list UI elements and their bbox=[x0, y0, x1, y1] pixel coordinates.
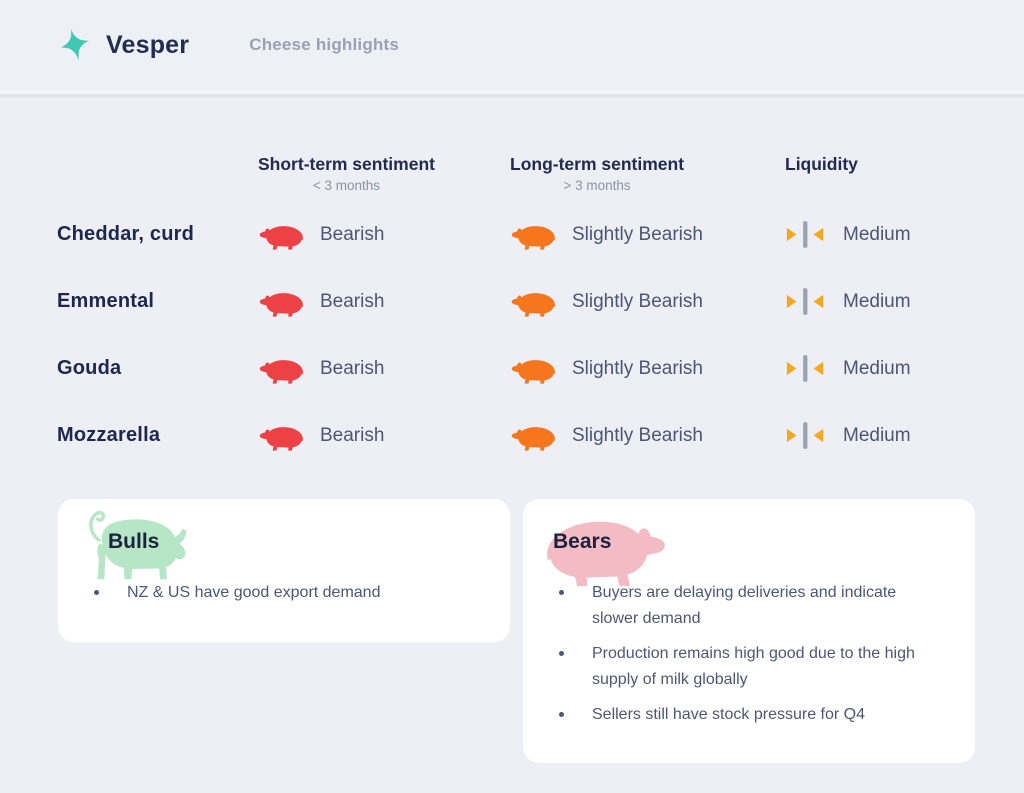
sentiment-value: Slightly Bearish bbox=[572, 357, 703, 379]
medium-liquidity-icon bbox=[786, 355, 824, 382]
sentiment-table: Short-term sentiment < 3 months Long-ter… bbox=[0, 154, 1024, 469]
sentiment-value: Bearish bbox=[320, 357, 385, 379]
bulls-list: NZ & US have good export demand bbox=[58, 580, 510, 641]
short-term-cell: Bearish bbox=[258, 287, 510, 317]
table-row: Emmental Bearish Slightly Bearish Medium bbox=[57, 268, 1024, 335]
sentiment-value: Bearish bbox=[320, 290, 385, 312]
product-label: Mozzarella bbox=[57, 424, 161, 446]
bear-icon bbox=[511, 225, 555, 250]
sparkle-icon bbox=[60, 29, 89, 61]
long-term-cell: Slightly Bearish bbox=[510, 220, 785, 250]
table-row: Gouda Bearish Slightly Bearish Medium bbox=[57, 335, 1024, 402]
bear-icon bbox=[511, 426, 555, 451]
medium-liquidity-icon bbox=[786, 422, 824, 449]
table-row: Mozzarella Bearish Slightly Bearish Medi… bbox=[57, 402, 1024, 469]
bull-icon bbox=[89, 510, 187, 580]
brand-name: Vesper bbox=[106, 30, 190, 59]
product-label: Emmental bbox=[57, 290, 155, 312]
long-term-cell: Slightly Bearish bbox=[510, 354, 785, 384]
list-item: Buyers are delaying deliveries and indic… bbox=[523, 580, 975, 632]
bear-icon bbox=[511, 292, 555, 317]
liquidity-value: Medium bbox=[843, 223, 911, 245]
bear-icon bbox=[259, 292, 303, 317]
bulls-card: Bulls NZ & US have good export demand bbox=[58, 499, 510, 642]
list-item: Production remains high good due to the … bbox=[523, 641, 975, 693]
top-bar: Vesper Cheese highlights bbox=[0, 0, 1024, 90]
sentiment-value: Slightly Bearish bbox=[572, 424, 703, 446]
column-sublabel: > 3 months bbox=[563, 178, 631, 193]
column-label: Long-term sentiment bbox=[510, 154, 685, 174]
liquidity-value: Medium bbox=[843, 424, 911, 446]
column-header-liquidity: Liquidity bbox=[785, 154, 1024, 175]
liquidity-value: Medium bbox=[843, 290, 911, 312]
sentiment-value: Slightly Bearish bbox=[572, 223, 703, 245]
bears-list: Buyers are delaying deliveries and indic… bbox=[523, 580, 975, 763]
summary-cards: Bulls NZ & US have good export demand Be… bbox=[0, 499, 1024, 763]
short-term-cell: Bearish bbox=[258, 220, 510, 250]
short-term-cell: Bearish bbox=[258, 354, 510, 384]
liquidity-cell: Medium bbox=[785, 421, 1024, 450]
page-title: Cheese highlights bbox=[249, 35, 400, 54]
bear-icon bbox=[259, 225, 303, 250]
list-item: Sellers still have stock pressure for Q4 bbox=[523, 702, 975, 728]
long-term-cell: Slightly Bearish bbox=[510, 287, 785, 317]
bear-icon bbox=[259, 426, 303, 451]
product-label: Cheddar, curd bbox=[57, 223, 195, 245]
header-divider-shadow bbox=[0, 94, 1024, 98]
sentiment-value: Bearish bbox=[320, 424, 385, 446]
bear-icon bbox=[259, 359, 303, 384]
liquidity-cell: Medium bbox=[785, 287, 1024, 316]
header-divider bbox=[0, 90, 1024, 94]
liquidity-value: Medium bbox=[843, 357, 911, 379]
vesper-logo-sparkle-icon bbox=[60, 29, 89, 61]
column-sublabel: < 3 months bbox=[312, 178, 381, 193]
column-label: Short-term sentiment bbox=[258, 154, 435, 174]
table-header-row: Short-term sentiment < 3 months Long-ter… bbox=[57, 154, 1024, 195]
column-header-short-term: Short-term sentiment < 3 months bbox=[258, 154, 510, 195]
bears-card-title: Bears bbox=[553, 530, 612, 553]
list-item: NZ & US have good export demand bbox=[58, 580, 510, 606]
column-label: Liquidity bbox=[785, 154, 858, 174]
medium-liquidity-icon bbox=[786, 221, 824, 248]
bulls-card-title: Bulls bbox=[108, 530, 160, 553]
table-row: Cheddar, curd Bearish Slightly Bearish M… bbox=[57, 201, 1024, 268]
product-label: Gouda bbox=[57, 357, 122, 379]
bear-icon bbox=[511, 359, 555, 384]
bears-card: Bears Buyers are delaying deliveries and… bbox=[523, 499, 975, 763]
medium-liquidity-icon bbox=[786, 288, 824, 315]
short-term-cell: Bearish bbox=[258, 421, 510, 451]
sentiment-value: Bearish bbox=[320, 223, 385, 245]
sentiment-value: Slightly Bearish bbox=[572, 290, 703, 312]
column-header-long-term: Long-term sentiment > 3 months bbox=[510, 154, 785, 195]
liquidity-cell: Medium bbox=[785, 354, 1024, 383]
long-term-cell: Slightly Bearish bbox=[510, 421, 785, 451]
liquidity-cell: Medium bbox=[785, 220, 1024, 249]
